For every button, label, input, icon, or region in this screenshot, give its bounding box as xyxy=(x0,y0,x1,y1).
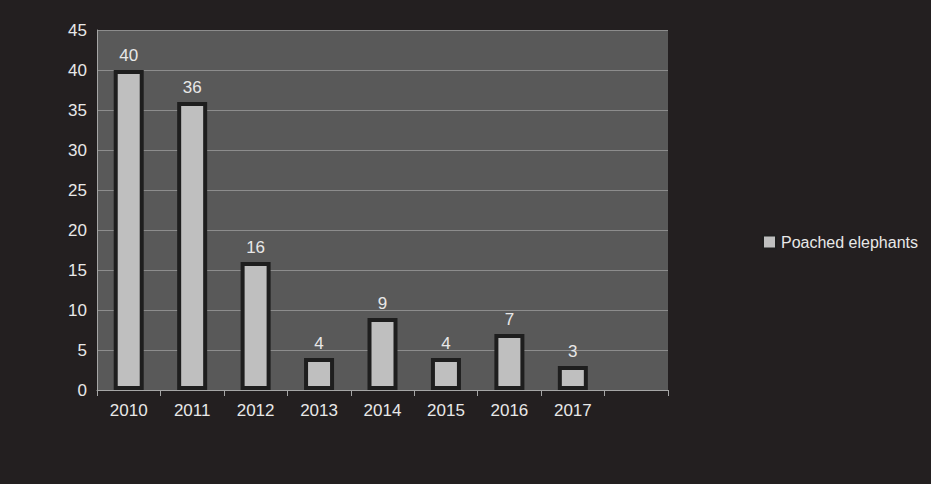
svg-text:25: 25 xyxy=(68,181,87,200)
svg-text:15: 15 xyxy=(68,261,87,280)
svg-text:3: 3 xyxy=(568,342,577,361)
svg-text:5: 5 xyxy=(78,341,87,360)
svg-text:2016: 2016 xyxy=(490,401,528,420)
svg-text:36: 36 xyxy=(183,78,202,97)
svg-text:2014: 2014 xyxy=(364,401,402,420)
svg-text:4: 4 xyxy=(441,334,450,353)
svg-text:4: 4 xyxy=(314,334,323,353)
svg-text:9: 9 xyxy=(378,294,387,313)
svg-text:40: 40 xyxy=(68,61,87,80)
svg-text:40: 40 xyxy=(119,46,138,65)
svg-text:16: 16 xyxy=(246,238,265,257)
svg-text:10: 10 xyxy=(68,301,87,320)
svg-text:2015: 2015 xyxy=(427,401,465,420)
svg-text:Poached elephants: Poached elephants xyxy=(781,234,918,251)
svg-text:2010: 2010 xyxy=(110,401,148,420)
svg-text:20: 20 xyxy=(68,221,87,240)
svg-text:0: 0 xyxy=(78,381,87,400)
svg-text:45: 45 xyxy=(68,21,87,40)
svg-text:2012: 2012 xyxy=(237,401,275,420)
svg-text:35: 35 xyxy=(68,101,87,120)
svg-text:2017: 2017 xyxy=(554,401,592,420)
svg-text:2011: 2011 xyxy=(174,401,211,420)
svg-text:30: 30 xyxy=(68,141,87,160)
svg-text:7: 7 xyxy=(505,310,514,329)
svg-text:2013: 2013 xyxy=(300,401,338,420)
